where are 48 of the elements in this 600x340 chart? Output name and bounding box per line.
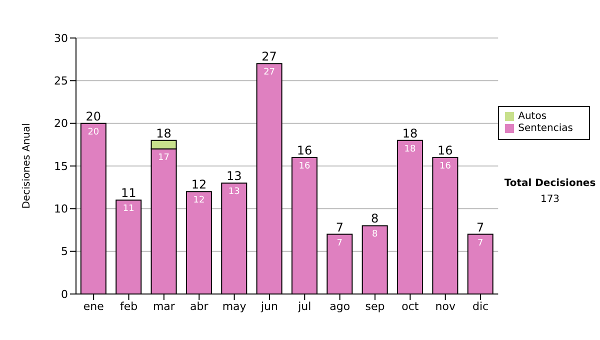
- x-tick-label: ene: [83, 300, 104, 313]
- data-label: 12: [193, 196, 205, 206]
- total-label: 18: [402, 126, 418, 140]
- x-tick-label: sep: [365, 300, 385, 313]
- text: 173: [539, 194, 561, 205]
- y-tick-label: 30: [54, 32, 68, 45]
- data-label: 8: [372, 230, 378, 240]
- legend-label: Autos: [518, 111, 547, 122]
- y-tick-label: 0: [61, 288, 68, 301]
- data-label: 11: [122, 204, 134, 214]
- legend-label: Sentencias: [518, 123, 573, 134]
- y-tick-label: 10: [54, 202, 68, 216]
- x-tick-label: ago: [330, 300, 350, 313]
- data-label: 27: [264, 68, 276, 78]
- data-label: 7: [336, 238, 343, 248]
- total-label: 16: [438, 143, 453, 158]
- total-label: 12: [191, 178, 207, 192]
- data-label: 18: [404, 144, 416, 154]
- y-tick-label: 5: [61, 245, 68, 258]
- data-label: 16: [439, 161, 452, 172]
- total-label: 18: [156, 126, 172, 140]
- data-label: 13: [228, 187, 240, 198]
- x-tick-label: oct: [402, 300, 420, 313]
- y-tick-label: 25: [54, 74, 68, 88]
- data-label: 17: [158, 152, 170, 163]
- y-axis-title: Decisiones Anual: [22, 123, 33, 209]
- x-tick-label: feb: [120, 300, 138, 313]
- x-tick-label: dic: [472, 300, 489, 313]
- data-label: 7: [478, 238, 484, 248]
- total-label: 8: [371, 212, 379, 226]
- x-tick-label: jul: [297, 300, 312, 313]
- total-label: 7: [336, 220, 344, 234]
- total-label: 7: [476, 220, 484, 234]
- total-label: 20: [86, 109, 102, 124]
- data-label: 20: [88, 127, 100, 138]
- total-label: 13: [226, 169, 242, 184]
- y-tick-label: 15: [54, 160, 68, 173]
- x-tick-label: mar: [152, 300, 176, 313]
- total-label: 11: [120, 186, 136, 200]
- x-tick-label: nov: [435, 300, 456, 313]
- text: Total Decisiones: [503, 178, 597, 189]
- x-tick-label: jun: [260, 300, 278, 313]
- data-label: 16: [298, 161, 310, 172]
- x-tick-label: abr: [190, 300, 209, 313]
- total-label: 16: [296, 143, 312, 158]
- total-label: 27: [262, 50, 277, 64]
- x-tick-label: may: [222, 300, 247, 313]
- y-tick-label: 20: [54, 117, 68, 130]
